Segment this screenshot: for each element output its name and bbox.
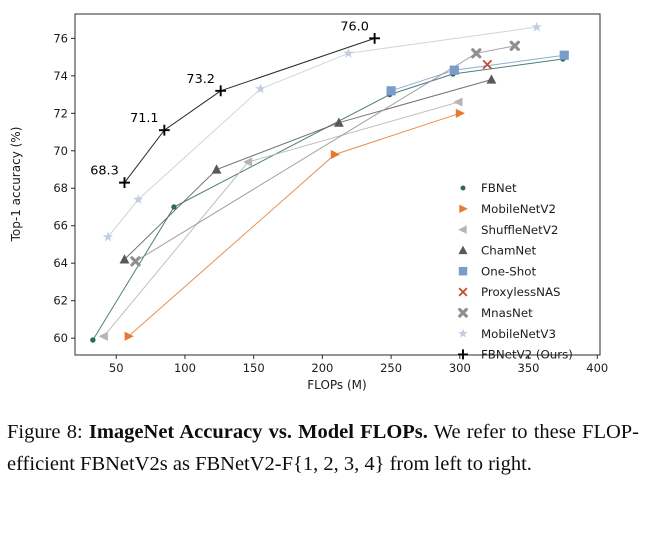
legend-label-chamnet: ChamNet bbox=[481, 244, 537, 258]
data-point-mobilenetv3 bbox=[133, 194, 144, 204]
caption-title: ImageNet Accuracy vs. Model FLOPs. bbox=[88, 421, 428, 443]
data-point-fbnet bbox=[90, 337, 96, 343]
data-point-mnasnet bbox=[130, 256, 141, 267]
caption-text: We refer to these FLOP-efficient FBNetV2… bbox=[7, 421, 640, 476]
data-point-chamnet bbox=[119, 254, 130, 264]
point-annotation: 71.1 bbox=[130, 111, 159, 126]
x-tick-label: 250 bbox=[380, 361, 402, 375]
legend-label-mnasnet: MnasNet bbox=[481, 306, 533, 320]
y-tick-label: 60 bbox=[53, 331, 68, 345]
point-annotation: 73.2 bbox=[186, 72, 215, 87]
legend-item-chamnet bbox=[458, 245, 468, 255]
y-tick-label: 72 bbox=[53, 106, 68, 120]
data-point-mobilenetv2 bbox=[330, 149, 340, 160]
data-point-mobilenetv3 bbox=[102, 231, 114, 242]
legend-label-fbnet: FBNet bbox=[481, 181, 517, 195]
y-axis-label: Top-1 accuracy (%) bbox=[9, 127, 23, 243]
data-point-mobilenetv3 bbox=[531, 21, 542, 32]
data-point-mobilenetv3 bbox=[255, 83, 266, 94]
data-point-one-shot bbox=[559, 50, 569, 60]
x-axis-label: FLOPs (M) bbox=[307, 378, 366, 392]
legend-label-shufflenetv2: ShuffleNetV2 bbox=[481, 223, 558, 237]
series-line-mobilenetv2 bbox=[128, 112, 460, 337]
legend-item-fbnet bbox=[460, 185, 466, 191]
x-tick-label: 300 bbox=[449, 361, 471, 375]
y-tick-label: 66 bbox=[53, 219, 68, 233]
data-point-fbnet bbox=[171, 204, 177, 210]
data-point-fbnetv2-ours bbox=[158, 124, 170, 136]
series-line-chamnet bbox=[124, 79, 492, 260]
x-tick-label: 100 bbox=[174, 361, 196, 375]
data-point-shufflenetv2 bbox=[98, 331, 108, 341]
x-tick-label: 50 bbox=[109, 361, 124, 375]
x-tick-label: 200 bbox=[311, 361, 333, 375]
y-tick-label: 74 bbox=[53, 69, 68, 83]
series-line-shufflenetv2 bbox=[103, 101, 459, 337]
figure-caption: Figure 8: ImageNet Accuracy vs. Model FL… bbox=[0, 404, 646, 480]
y-tick-label: 70 bbox=[53, 144, 68, 158]
chart-plot: 50 100 150 200 250 300 350 400 60 62 64 66 68 70 72 74 7… bbox=[53, 13, 608, 375]
legend-item-proxylessnas bbox=[458, 287, 468, 297]
data-point-mnasnet bbox=[509, 40, 520, 52]
data-point-mnasnet bbox=[471, 48, 482, 59]
y-tick-label: 76 bbox=[53, 31, 68, 45]
y-tick-label: 68 bbox=[53, 181, 68, 195]
point-annotation: 76.0 bbox=[340, 19, 369, 34]
data-point-chamnet bbox=[211, 164, 222, 174]
legend-label-fbnetv2-ours: FBNetV2 (Ours) bbox=[481, 348, 573, 362]
data-point-fbnetv2-ours bbox=[119, 177, 130, 189]
y-tick-label: 64 bbox=[53, 256, 68, 270]
legend-label-mobilenetv2: MobileNetV2 bbox=[481, 202, 556, 216]
legend-item-mobilenetv2 bbox=[459, 204, 468, 214]
data-point-shufflenetv2 bbox=[242, 157, 253, 167]
point-annotation: 68.3 bbox=[90, 164, 119, 179]
data-point-fbnetv2-ours bbox=[369, 32, 381, 44]
x-tick-label: 350 bbox=[518, 361, 540, 375]
data-point-mobilenetv2 bbox=[455, 108, 466, 118]
x-tick-label: 150 bbox=[243, 361, 265, 375]
data-point-fbnetv2-ours bbox=[215, 85, 227, 97]
legend-label-one-shot: One-Shot bbox=[481, 264, 536, 278]
data-point-mobilenetv3 bbox=[343, 47, 354, 58]
data-point-chamnet bbox=[486, 74, 497, 84]
legend-item-one-shot bbox=[458, 266, 468, 276]
legend-label-mobilenetv3: MobileNetV3 bbox=[481, 327, 556, 341]
data-point-one-shot bbox=[449, 65, 459, 75]
x-tick-label: 400 bbox=[586, 361, 608, 375]
data-point-mobilenetv2 bbox=[124, 331, 134, 341]
y-tick-label: 62 bbox=[53, 294, 68, 308]
data-point-shufflenetv2 bbox=[453, 97, 463, 107]
legend-item-mnasnet bbox=[458, 307, 468, 318]
legend-item-shufflenetv2 bbox=[458, 225, 467, 234]
data-point-proxylessnas bbox=[482, 59, 493, 70]
legend-item-fbnetv2-ours bbox=[458, 349, 468, 360]
plot-border bbox=[74, 13, 601, 356]
series-line-fbnetv2-ours bbox=[124, 37, 375, 183]
data-point-one-shot bbox=[386, 86, 396, 96]
caption-prefix: Figure 8: bbox=[7, 421, 83, 443]
data-point-chamnet bbox=[333, 117, 344, 127]
legend-item-mobilenetv3 bbox=[458, 328, 468, 338]
chart-svg: Top-1 accuracy (%) FLOPs (M) 50 100 150 200… bbox=[9, 13, 608, 392]
legend-label-proxylessnas: ProxylessNAS bbox=[481, 285, 561, 299]
